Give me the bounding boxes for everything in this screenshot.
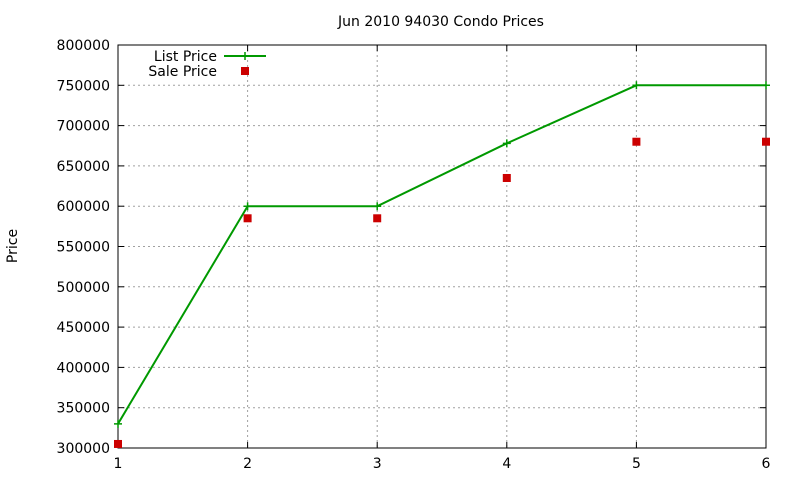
y-tick-label: 300000 xyxy=(57,441,110,457)
legend-label-sale-price: Sale Price xyxy=(148,64,217,80)
x-tick-label: 1 xyxy=(114,456,123,472)
x-tick-label: 5 xyxy=(632,456,641,472)
point-sale-price xyxy=(632,137,641,146)
point-sale-price xyxy=(114,439,122,448)
y-axis-ticks: 300000 350000 400000 450000 500000 550000 6000… xyxy=(57,38,766,457)
point-sale-price xyxy=(373,214,382,223)
grid-lines xyxy=(118,45,766,448)
y-tick-label: 600000 xyxy=(57,199,110,215)
legend: List Price Sale Price xyxy=(148,49,266,80)
y-tick-label: 550000 xyxy=(57,240,110,256)
point-sale-price xyxy=(502,173,511,182)
point-sale-price xyxy=(762,137,770,146)
point-list-price xyxy=(632,81,641,90)
x-tick-label: 6 xyxy=(762,456,771,472)
y-tick-label: 650000 xyxy=(57,159,110,175)
y-tick-label: 350000 xyxy=(57,401,110,417)
y-tick-label: 400000 xyxy=(57,360,110,376)
x-axis-ticks: 1 2 3 4 5 6 xyxy=(114,45,771,472)
series-line-list-price xyxy=(117,84,766,425)
point-list-price xyxy=(243,202,252,211)
point-list-price xyxy=(373,202,382,211)
point-list-price xyxy=(114,419,122,428)
legend-label-list-price: List Price xyxy=(154,49,217,65)
x-tick-label: 4 xyxy=(502,456,511,472)
x-tick-label: 3 xyxy=(373,456,382,472)
x-tick-label: 2 xyxy=(243,456,252,472)
legend-marker-sale-price xyxy=(241,67,249,75)
legend-marker-list-price xyxy=(241,52,249,60)
point-sale-price xyxy=(243,214,252,223)
y-tick-label: 500000 xyxy=(57,280,110,296)
y-axis-label: Price xyxy=(5,229,21,263)
point-list-price xyxy=(502,139,511,148)
point-list-price xyxy=(762,81,770,90)
y-tick-label: 700000 xyxy=(57,119,110,135)
chart-title: Jun 2010 94030 Condo Prices xyxy=(337,14,544,30)
series-layer xyxy=(114,81,770,448)
y-tick-label: 800000 xyxy=(57,38,110,54)
y-tick-label: 750000 xyxy=(57,78,110,94)
y-tick-label: 450000 xyxy=(57,320,110,336)
